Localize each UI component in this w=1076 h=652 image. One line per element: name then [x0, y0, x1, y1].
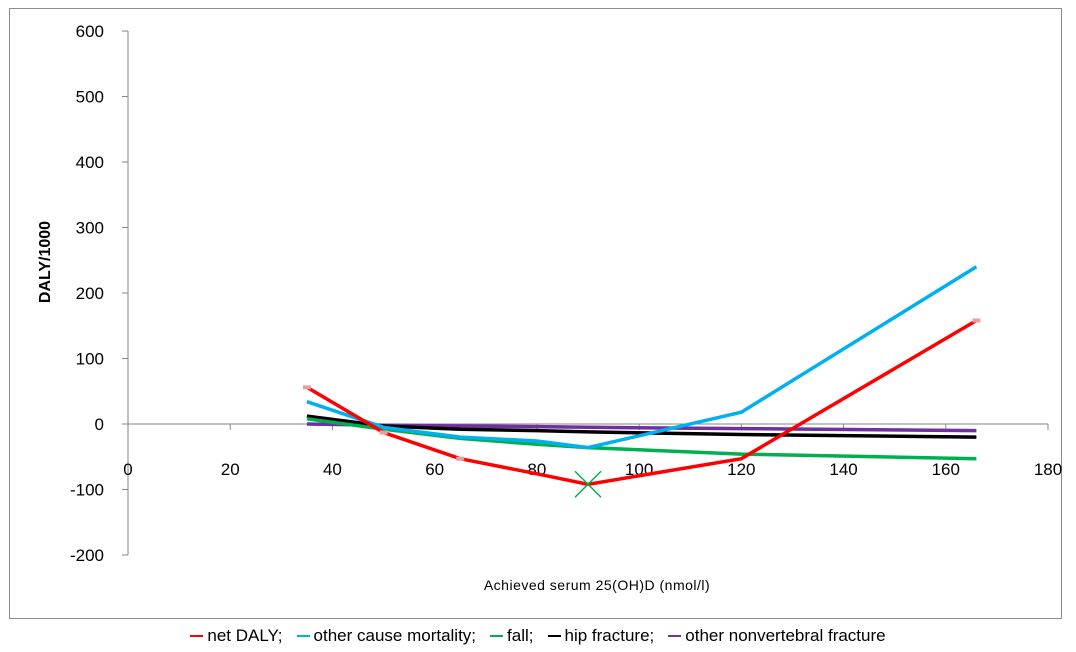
series-line-other-cause — [306, 265, 978, 450]
net-daly-point-marker — [972, 318, 981, 323]
legend-swatch — [490, 634, 504, 637]
optimum-x-marker — [574, 470, 602, 498]
legend-label: hip fracture; — [564, 626, 655, 645]
legend-item: other nonvertebral fracture — [668, 626, 886, 646]
x-axis-title: Achieved serum 25(OH)D (nmol/l) — [484, 577, 710, 593]
chart-frame — [9, 8, 1062, 619]
net-daly-point-marker — [379, 430, 388, 435]
y-tick-label: 100 — [76, 350, 104, 369]
x-tick-label: 0 — [123, 460, 132, 479]
legend-swatch — [668, 634, 682, 637]
y-tick-label: 0 — [95, 415, 104, 434]
legend-label: other cause mortality; — [313, 626, 477, 645]
x-tick-label: 20 — [221, 460, 240, 479]
annotations — [574, 470, 602, 498]
x-tick-label: 60 — [425, 460, 444, 479]
net-daly-point-marker — [302, 385, 311, 390]
legend-swatch — [296, 634, 310, 637]
y-tick-label: 200 — [76, 284, 104, 303]
legend-label: fall; — [507, 626, 534, 645]
y-tick-label: 500 — [76, 88, 104, 107]
y-tick-label: -100 — [70, 481, 104, 500]
x-tick-label: 120 — [727, 460, 755, 479]
legend-label: other nonvertebral fracture — [685, 626, 886, 645]
series-group — [302, 265, 981, 487]
legend-label: net DALY; — [207, 626, 283, 645]
legend-swatch — [547, 634, 561, 637]
net-daly-point-marker — [456, 456, 465, 461]
legend-item: fall; — [490, 626, 534, 646]
x-tick-label: 160 — [932, 460, 960, 479]
legend-swatch — [190, 634, 204, 637]
x-tick-label: 180 — [1034, 460, 1062, 479]
y-tick-label: 600 — [76, 22, 104, 41]
y-tick-label: 300 — [76, 219, 104, 238]
x-tick-label: 140 — [829, 460, 857, 479]
legend-item: net DALY; — [190, 626, 283, 646]
legend-item: other cause mortality; — [296, 626, 477, 646]
y-tick-label: -200 — [70, 546, 104, 565]
x-tick-label: 40 — [323, 460, 342, 479]
series-line-fall — [306, 417, 977, 461]
legend: net DALY; other cause mortality; fall; hip … — [0, 626, 1076, 646]
y-axis-title: DALY/1000 — [37, 221, 54, 303]
y-tick-label: 400 — [76, 153, 104, 172]
legend-item: hip fracture; — [547, 626, 655, 646]
